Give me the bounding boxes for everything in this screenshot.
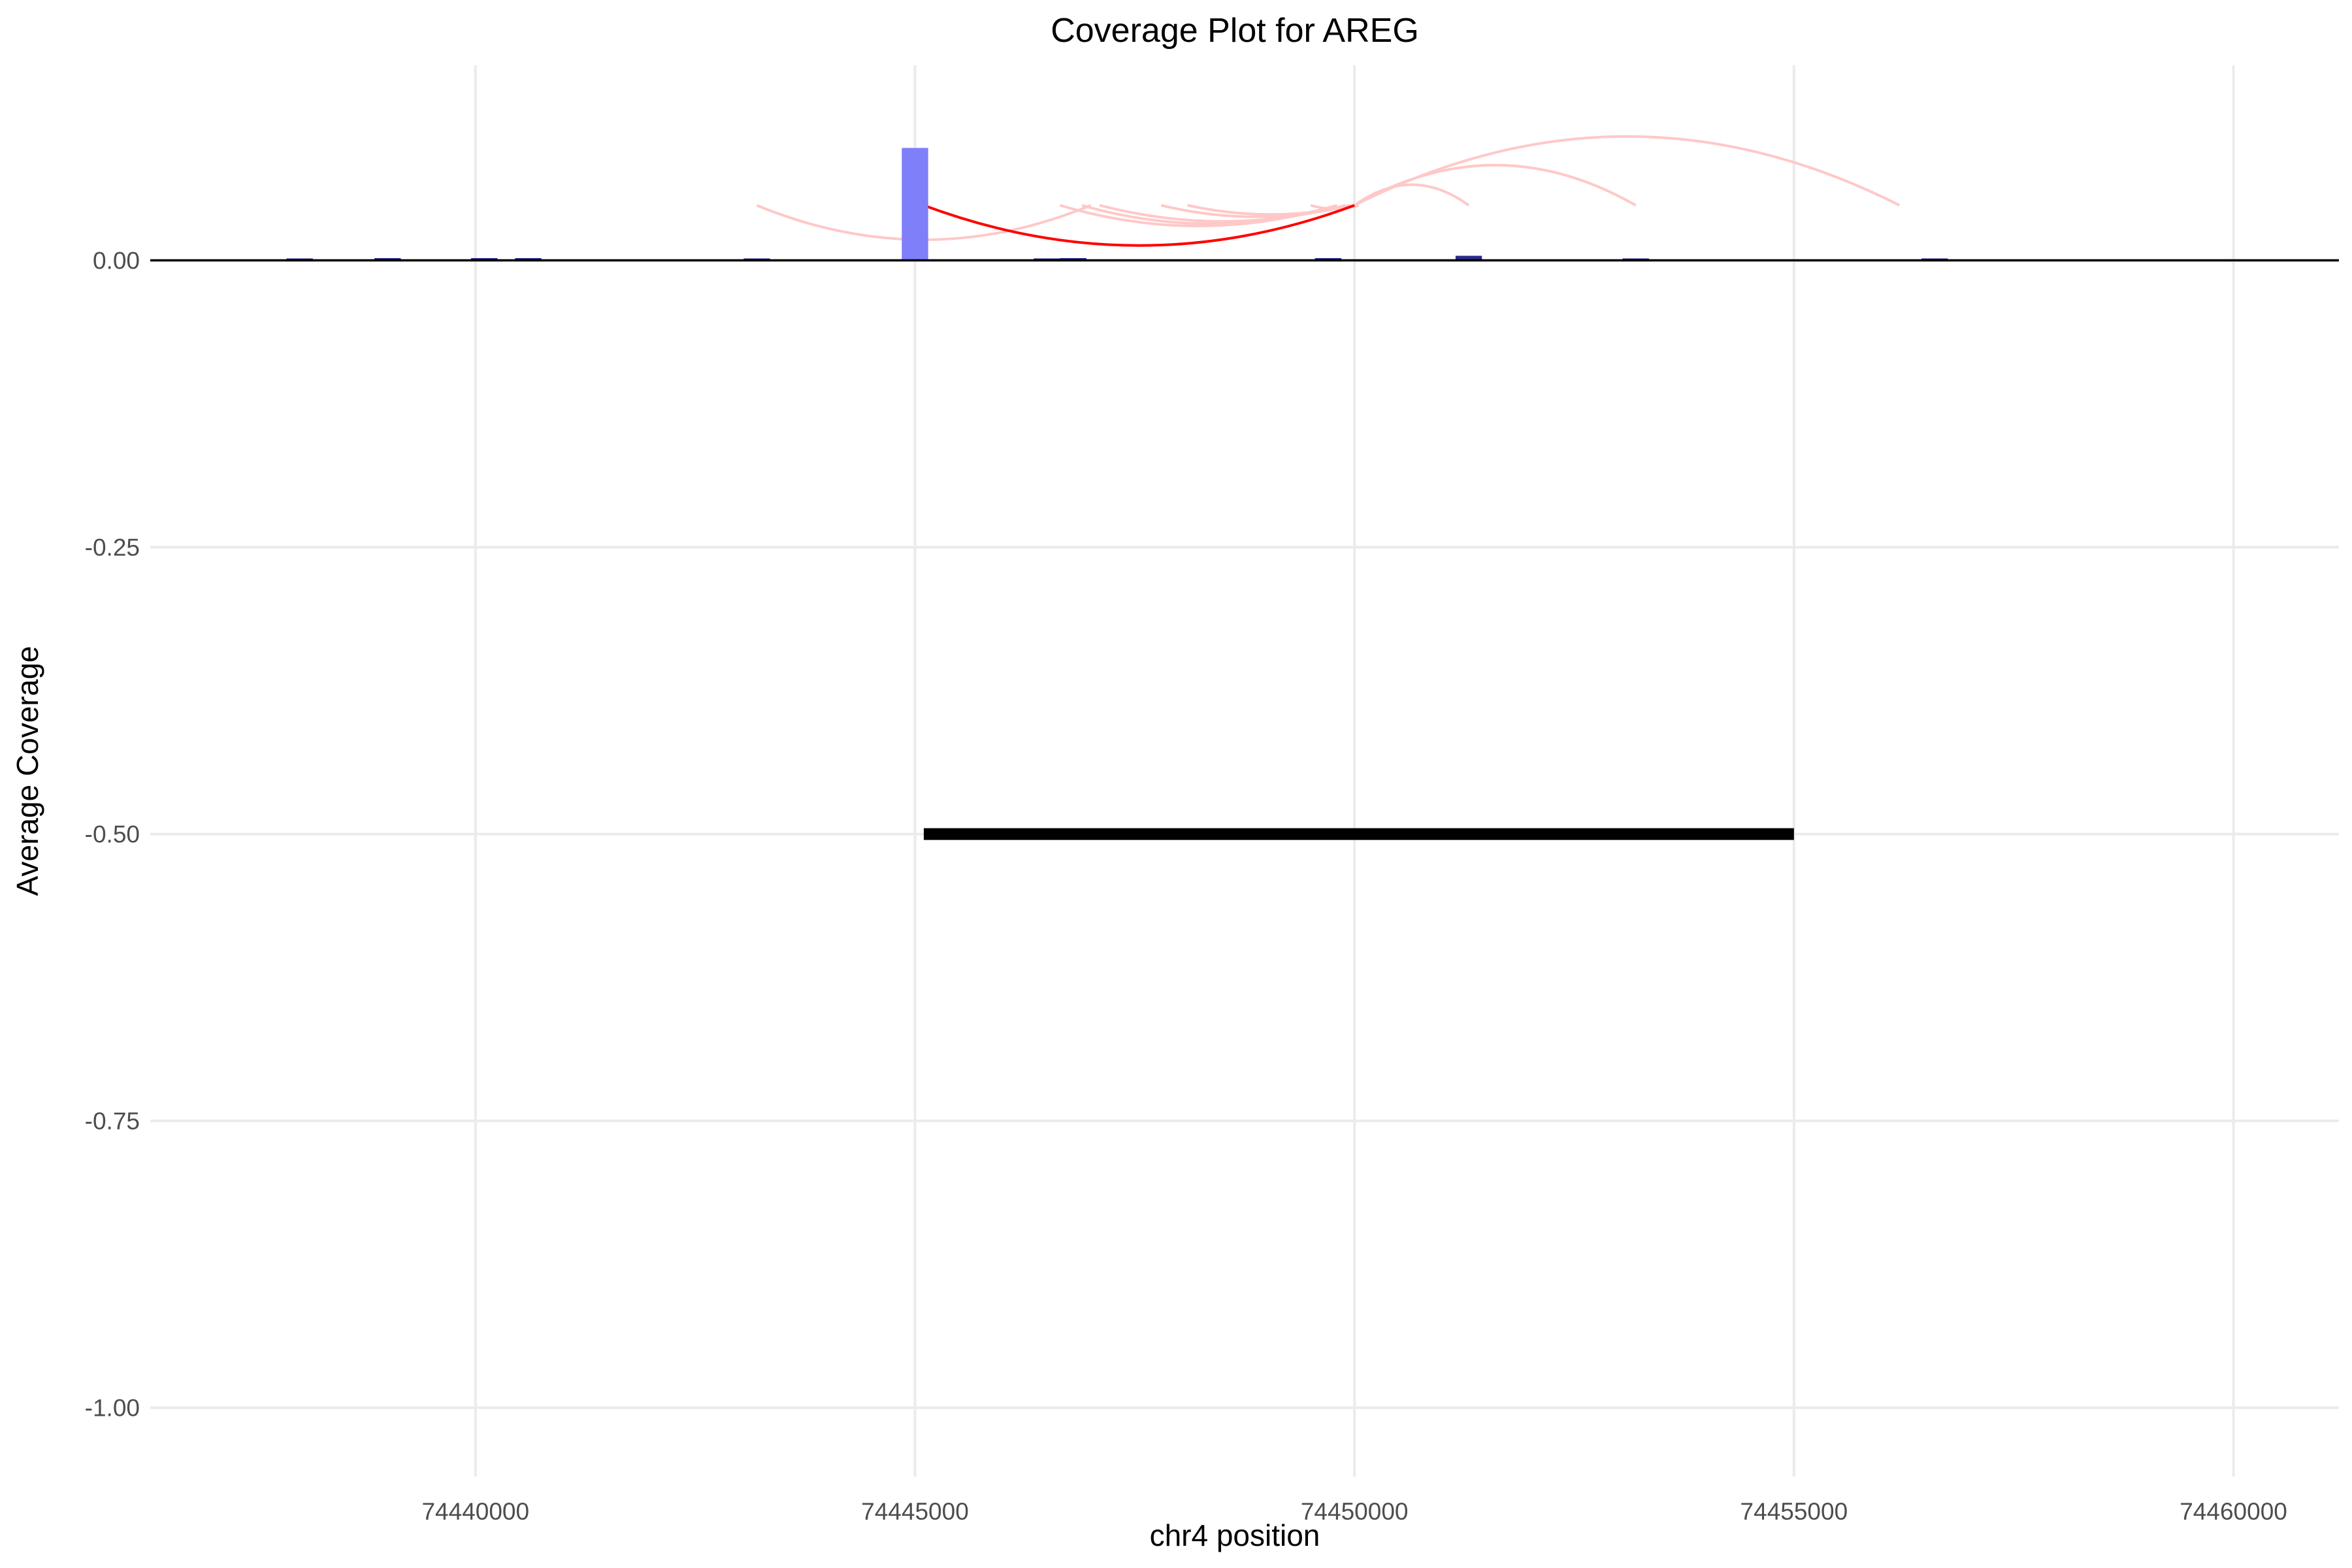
y-tick-label: -0.25	[85, 534, 140, 561]
coverage-bar	[471, 258, 498, 261]
tick-labels: 74440000 74445000 74450000 74455000 74460000…	[85, 248, 2287, 1525]
junction-arcs	[756, 135, 1901, 247]
coverage-bar	[1455, 255, 1482, 261]
coverage-bar	[374, 258, 401, 261]
x-tick-label: 74450000	[1301, 1498, 1409, 1525]
junction-arc-highlight	[923, 204, 1355, 247]
x-tick-label: 74445000	[861, 1498, 969, 1525]
coverage-bar	[902, 148, 928, 261]
coverage-bars	[286, 148, 1948, 261]
grid-lines	[150, 65, 2339, 1477]
y-axis-label: Average Coverage	[10, 646, 44, 896]
junction-arc	[1354, 135, 1901, 207]
x-tick-label: 74460000	[2180, 1498, 2287, 1525]
y-tick-label: -1.00	[85, 1395, 140, 1422]
coverage-bar	[1060, 258, 1086, 261]
y-tick-label: -0.75	[85, 1108, 140, 1135]
chart-title: Coverage Plot for AREG	[1051, 12, 1419, 50]
coverage-bar	[1315, 258, 1341, 261]
reference-lines	[150, 259, 2339, 840]
y-tick-label: -0.50	[85, 821, 140, 848]
y-tick-label: 0.00	[93, 248, 140, 274]
x-axis-label: chr4 position	[1150, 1518, 1320, 1552]
x-tick-label: 74455000	[1740, 1498, 1848, 1525]
coverage-bar	[515, 258, 542, 261]
x-tick-label: 74440000	[421, 1498, 529, 1525]
